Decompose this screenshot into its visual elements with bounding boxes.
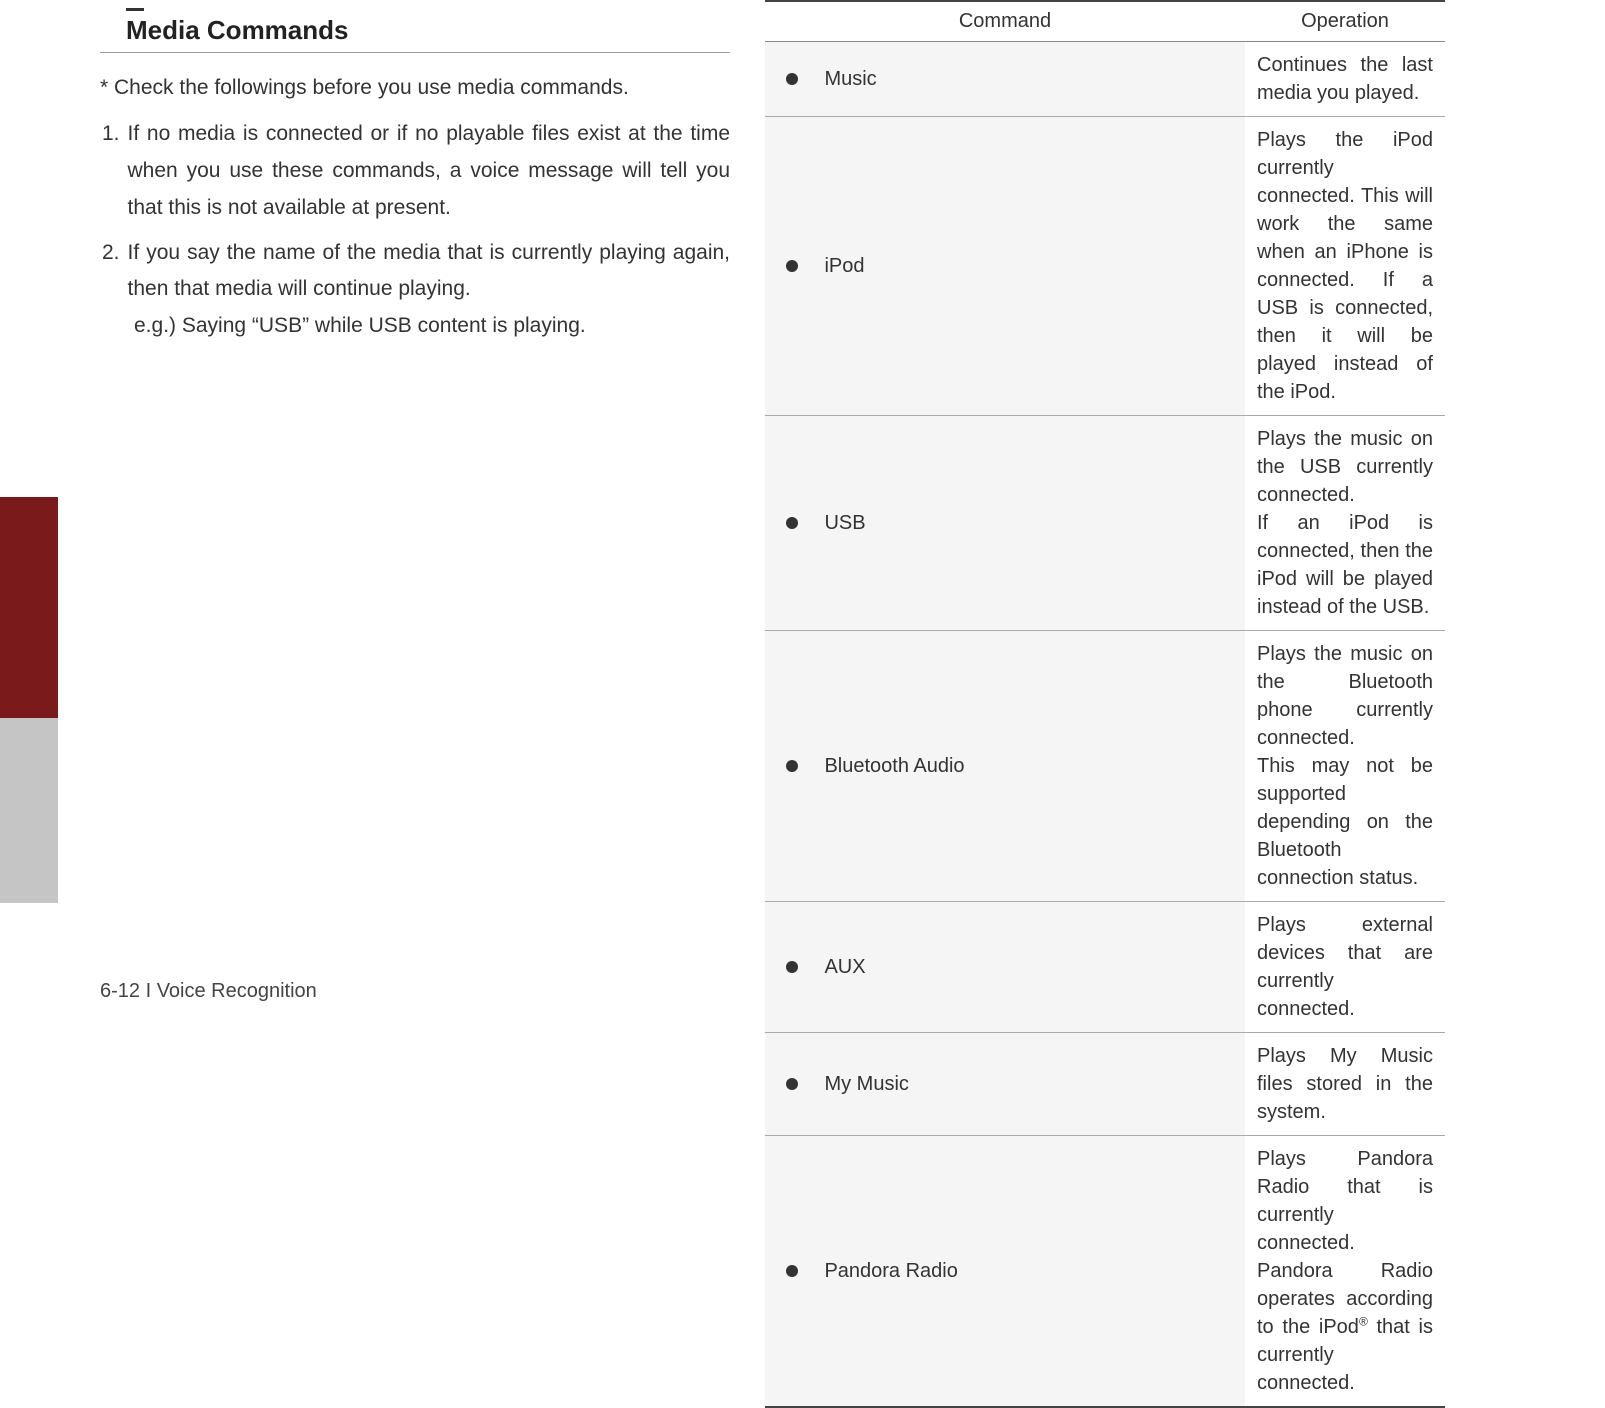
- section-title: Media Commands: [126, 15, 349, 46]
- table-row: Music Continues the last media you playe…: [765, 42, 1445, 117]
- sidebar-accent-red: [0, 497, 58, 718]
- command-operation: Plays external devices that are currentl…: [1245, 902, 1445, 1033]
- list-number: 1.: [102, 116, 120, 226]
- bullet-icon: [765, 631, 812, 902]
- command-name: My Music: [812, 1033, 1245, 1136]
- page-footer: 6-12 I Voice Recognition: [100, 980, 317, 1003]
- list-number: 2.: [102, 235, 120, 309]
- command-name: iPod: [812, 117, 1245, 416]
- page-content: Media Commands * Check the followings be…: [0, 0, 1605, 1408]
- command-operation: Plays the music on the USB currently con…: [1245, 416, 1445, 631]
- table-row: AUX Plays external devices that are curr…: [765, 902, 1445, 1033]
- table-body: Music Continues the last media you playe…: [765, 42, 1445, 1408]
- command-name: Bluetooth Audio: [812, 631, 1245, 902]
- table-row: USB Plays the music on the USB currently…: [765, 416, 1445, 631]
- numbered-list: 1. If no media is connected or if no pla…: [100, 116, 730, 345]
- list-item: 1. If no media is connected or if no pla…: [100, 116, 730, 226]
- bullet-icon: [765, 1136, 812, 1408]
- intro-note: * Check the followings before you use me…: [100, 73, 730, 102]
- list-body: If you say the name of the media that is…: [120, 235, 730, 309]
- bullet-icon: [765, 117, 812, 416]
- table-row: My Music Plays My Music files stored in …: [765, 1033, 1445, 1136]
- command-name: AUX: [812, 902, 1245, 1033]
- bullet-icon: [765, 902, 812, 1033]
- title-accent-line: [126, 8, 144, 11]
- list-item: 2. If you say the name of the media that…: [100, 235, 730, 309]
- table-header-row: Command Operation: [765, 1, 1445, 42]
- command-operation: Plays the music on the Bluetooth phone c…: [1245, 631, 1445, 902]
- bullet-icon: [765, 1033, 812, 1136]
- table-row: iPod Plays the iPod currently connected.…: [765, 117, 1445, 416]
- command-name: Pandora Radio: [812, 1136, 1245, 1408]
- bullet-icon: [765, 416, 812, 631]
- command-operation: Plays Pandora Radio that is currently co…: [1245, 1136, 1445, 1408]
- table-row: Bluetooth Audio Plays the music on the B…: [765, 631, 1445, 902]
- list-example: e.g.) Saying “USB” while USB content is …: [100, 308, 730, 345]
- table-row: Pandora Radio Plays Pandora Radio that i…: [765, 1136, 1445, 1408]
- right-column: Command Operation Music Continues the la…: [765, 0, 1445, 1408]
- left-column: Media Commands * Check the followings be…: [100, 0, 750, 1408]
- bullet-icon: [765, 42, 812, 117]
- command-operation: Continues the last media you played.: [1245, 42, 1445, 117]
- title-wrap: Media Commands: [100, 8, 349, 46]
- command-operation: Plays My Music files stored in the syste…: [1245, 1033, 1445, 1136]
- section-title-bar: Media Commands: [100, 0, 730, 53]
- commands-table: Command Operation Music Continues the la…: [765, 0, 1445, 1408]
- command-name: Music: [812, 42, 1245, 117]
- header-operation: Operation: [1245, 1, 1445, 42]
- command-operation: Plays the iPod currently connected. This…: [1245, 117, 1445, 416]
- list-body: If no media is connected or if no playab…: [120, 116, 730, 226]
- sidebar-accent-gray: [0, 718, 58, 903]
- header-command: Command: [765, 1, 1245, 42]
- command-name: USB: [812, 416, 1245, 631]
